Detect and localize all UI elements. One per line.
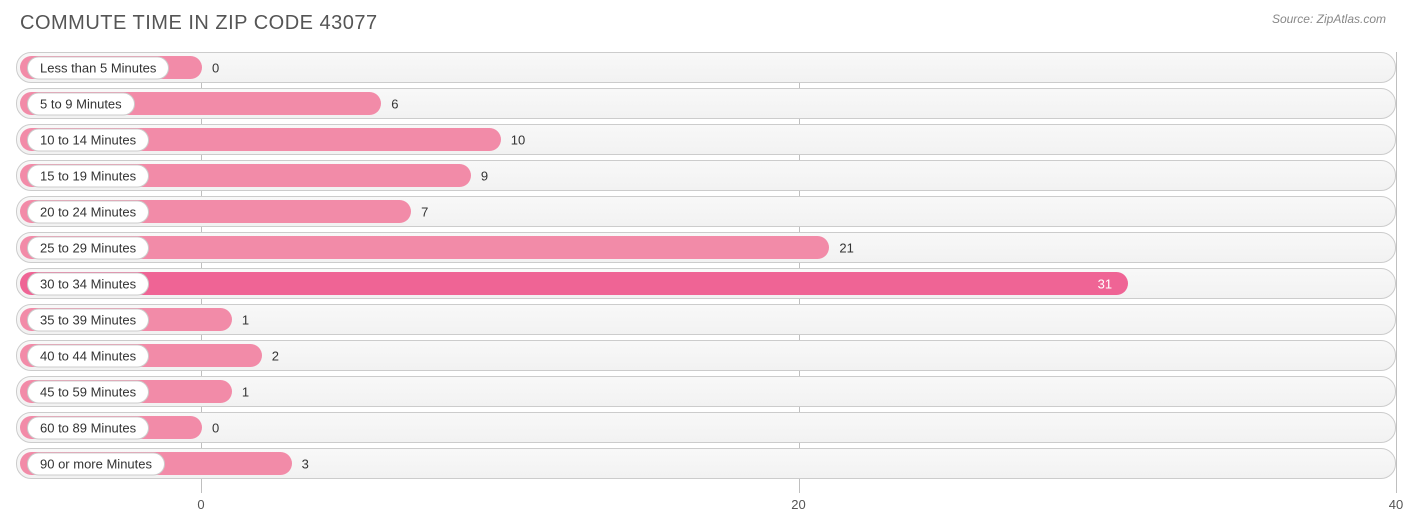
chart-source: Source: ZipAtlas.com [1272, 12, 1386, 26]
bar-row: 35 to 39 Minutes 1 [16, 304, 1396, 335]
bar-track: 20 to 24 Minutes 7 [16, 196, 1396, 227]
bar-row: 10 to 14 Minutes 10 [16, 124, 1396, 155]
bar-track: 45 to 59 Minutes 1 [16, 376, 1396, 407]
bar-label: 60 to 89 Minutes [27, 416, 149, 439]
bar-value: 7 [421, 204, 428, 219]
bar-track: 5 to 9 Minutes 6 [16, 88, 1396, 119]
bar-row: 5 to 9 Minutes 6 [16, 88, 1396, 119]
bar-row: 15 to 19 Minutes 9 [16, 160, 1396, 191]
bar-label: 35 to 39 Minutes [27, 308, 149, 331]
bar-value: 31 [1098, 276, 1112, 291]
bar-track: 10 to 14 Minutes 10 [16, 124, 1396, 155]
bar-label: 20 to 24 Minutes [27, 200, 149, 223]
bar-track: 35 to 39 Minutes 1 [16, 304, 1396, 335]
bar-label: 10 to 14 Minutes [27, 128, 149, 151]
bar-track: 30 to 34 Minutes 31 [16, 268, 1396, 299]
x-tick-label: 20 [791, 497, 805, 512]
bar-track: 60 to 89 Minutes 0 [16, 412, 1396, 443]
bar-label: 40 to 44 Minutes [27, 344, 149, 367]
bar-track: 15 to 19 Minutes 9 [16, 160, 1396, 191]
bar-value: 1 [242, 312, 249, 327]
bar-label: Less than 5 Minutes [27, 56, 169, 79]
bar-label: 45 to 59 Minutes [27, 380, 149, 403]
bar-value: 6 [391, 96, 398, 111]
bar-value: 2 [272, 348, 279, 363]
bar-row: 40 to 44 Minutes 2 [16, 340, 1396, 371]
chart-title: COMMUTE TIME IN ZIP CODE 43077 [20, 12, 378, 35]
bar-track: Less than 5 Minutes 0 [16, 52, 1396, 83]
chart-area: Less than 5 Minutes 0 5 to 9 Minutes 6 10 to… [16, 52, 1396, 493]
bar-row: 60 to 89 Minutes 0 [16, 412, 1396, 443]
bar-track: 40 to 44 Minutes 2 [16, 340, 1396, 371]
bar-label: 5 to 9 Minutes [27, 92, 135, 115]
bar-value: 10 [511, 132, 525, 147]
bar-label: 30 to 34 Minutes [27, 272, 149, 295]
bar-value: 0 [212, 420, 219, 435]
bar-row: 20 to 24 Minutes 7 [16, 196, 1396, 227]
bar-label: 90 or more Minutes [27, 452, 165, 475]
bar-row: 45 to 59 Minutes 1 [16, 376, 1396, 407]
chart-header: COMMUTE TIME IN ZIP CODE 43077 Source: Z… [0, 0, 1406, 44]
x-axis: 02040 [16, 497, 1396, 515]
bar-row: Less than 5 Minutes 0 [16, 52, 1396, 83]
bar-track: 25 to 29 Minutes 21 [16, 232, 1396, 263]
bar-value: 0 [212, 60, 219, 75]
bar-label: 15 to 19 Minutes [27, 164, 149, 187]
grid-line [1396, 52, 1397, 493]
bar-fill [20, 272, 1128, 295]
bar-value: 21 [839, 240, 853, 255]
x-tick-label: 0 [197, 497, 204, 512]
bar-row: 25 to 29 Minutes 21 [16, 232, 1396, 263]
bar-value: 1 [242, 384, 249, 399]
bar-value: 9 [481, 168, 488, 183]
bar-row: 30 to 34 Minutes 31 [16, 268, 1396, 299]
bar-value: 3 [302, 456, 309, 471]
bar-label: 25 to 29 Minutes [27, 236, 149, 259]
x-tick-label: 40 [1389, 497, 1403, 512]
bar-row: 90 or more Minutes 3 [16, 448, 1396, 479]
bar-track: 90 or more Minutes 3 [16, 448, 1396, 479]
